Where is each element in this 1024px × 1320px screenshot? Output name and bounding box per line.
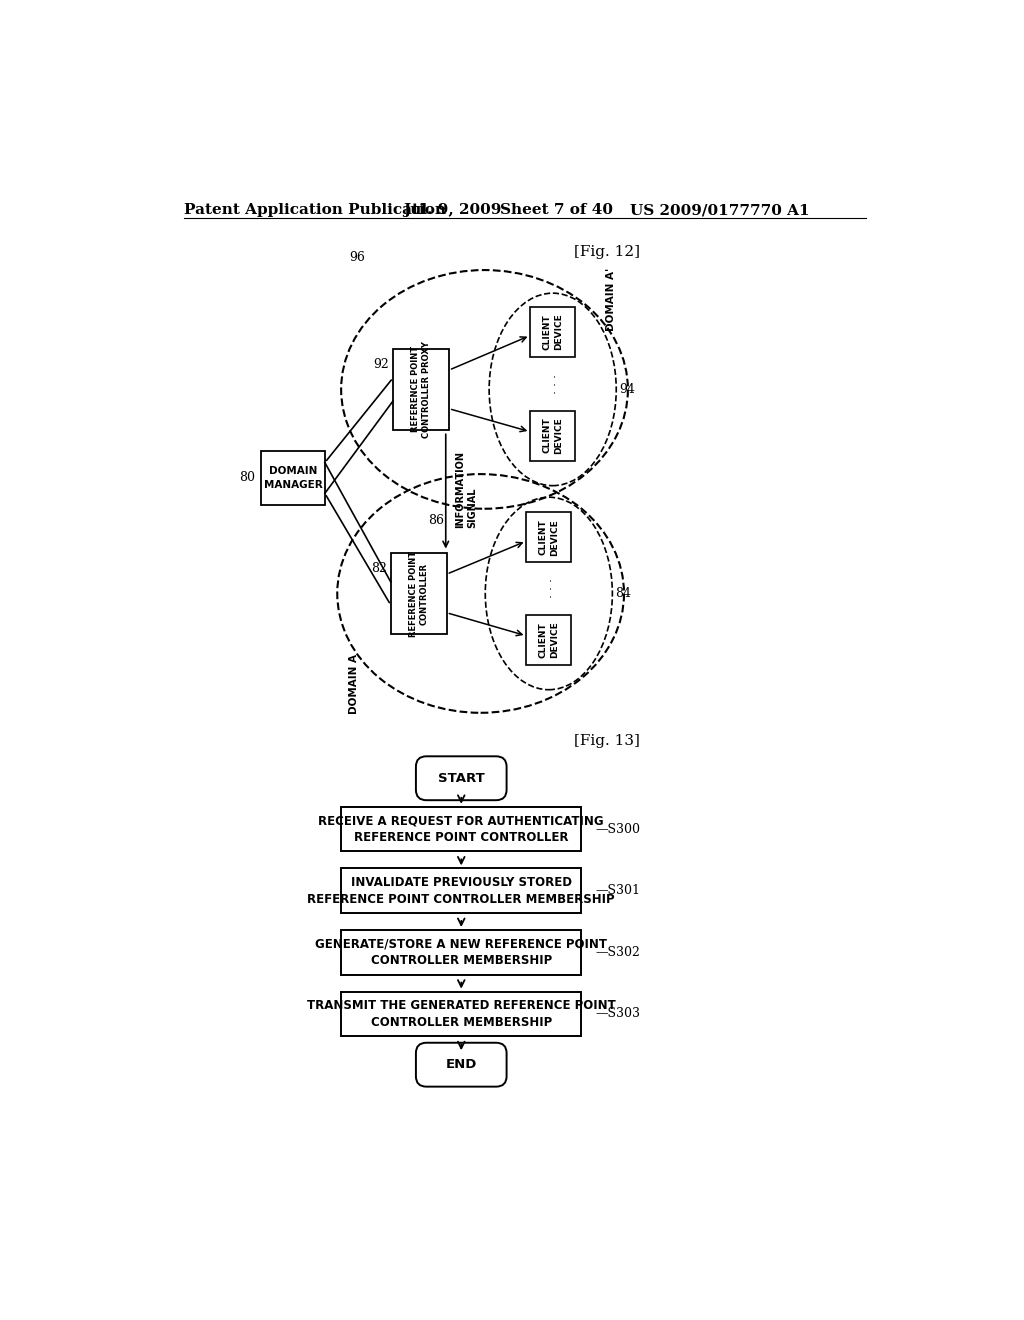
Text: Jul. 9, 2009: Jul. 9, 2009 <box>403 203 502 216</box>
Text: START: START <box>438 772 484 785</box>
Text: TRANSMIT THE GENERATED REFERENCE POINT
CONTROLLER MEMBERSHIP: TRANSMIT THE GENERATED REFERENCE POINT C… <box>307 999 615 1028</box>
Text: CLIENT
DEVICE: CLIENT DEVICE <box>543 313 563 350</box>
Text: INVALIDATE PREVIOUSLY STORED
REFERENCE POINT CONTROLLER MEMBERSHIP: INVALIDATE PREVIOUSLY STORED REFERENCE P… <box>307 875 615 906</box>
Text: REFERENCE POINT
CONTROLLER: REFERENCE POINT CONTROLLER <box>409 550 429 636</box>
Text: 94: 94 <box>620 383 635 396</box>
Text: CLIENT
DEVICE: CLIENT DEVICE <box>539 519 559 556</box>
Text: . . .: . . . <box>546 374 559 393</box>
Text: DOMAIN
MANAGER: DOMAIN MANAGER <box>264 466 323 490</box>
Text: [Fig. 12]: [Fig. 12] <box>573 246 640 260</box>
FancyBboxPatch shape <box>391 553 446 634</box>
Text: [Fig. 13]: [Fig. 13] <box>573 734 640 748</box>
FancyBboxPatch shape <box>530 306 575 356</box>
Text: . . .: . . . <box>543 578 555 598</box>
Text: —S301: —S301 <box>595 884 640 898</box>
Text: —S303: —S303 <box>595 1007 640 1020</box>
Text: CLIENT
DEVICE: CLIENT DEVICE <box>543 417 563 454</box>
Text: DOMAIN A': DOMAIN A' <box>606 268 615 331</box>
FancyBboxPatch shape <box>261 451 325 506</box>
FancyBboxPatch shape <box>393 348 449 430</box>
Text: —S302: —S302 <box>595 945 640 958</box>
FancyBboxPatch shape <box>530 411 575 461</box>
Text: Sheet 7 of 40: Sheet 7 of 40 <box>500 203 613 216</box>
FancyBboxPatch shape <box>526 512 571 562</box>
FancyBboxPatch shape <box>526 615 571 665</box>
FancyBboxPatch shape <box>341 929 582 974</box>
FancyBboxPatch shape <box>416 756 507 800</box>
Text: INFORMATION
SIGNAL: INFORMATION SIGNAL <box>455 451 477 528</box>
Text: 84: 84 <box>615 587 632 601</box>
Text: DOMAIN A: DOMAIN A <box>349 653 359 714</box>
FancyBboxPatch shape <box>341 807 582 851</box>
Text: US 2009/0177770 A1: US 2009/0177770 A1 <box>630 203 810 216</box>
Text: 82: 82 <box>371 562 387 576</box>
Text: Patent Application Publication: Patent Application Publication <box>183 203 445 216</box>
Text: 86: 86 <box>428 513 444 527</box>
FancyBboxPatch shape <box>341 991 582 1036</box>
FancyBboxPatch shape <box>341 869 582 913</box>
Text: 80: 80 <box>239 471 255 484</box>
FancyBboxPatch shape <box>416 1043 507 1086</box>
Text: RECEIVE A REQUEST FOR AUTHENTICATING
REFERENCE POINT CONTROLLER: RECEIVE A REQUEST FOR AUTHENTICATING REF… <box>318 814 604 843</box>
Text: 92: 92 <box>374 358 389 371</box>
Text: END: END <box>445 1059 477 1072</box>
Text: REFERENCE POINT
CONTROLLER PROXY: REFERENCE POINT CONTROLLER PROXY <box>411 341 431 438</box>
Text: 96: 96 <box>349 251 365 264</box>
Text: —S300: —S300 <box>595 822 640 836</box>
Text: CLIENT
DEVICE: CLIENT DEVICE <box>539 622 559 659</box>
Text: GENERATE/STORE A NEW REFERENCE POINT
CONTROLLER MEMBERSHIP: GENERATE/STORE A NEW REFERENCE POINT CON… <box>315 937 607 968</box>
